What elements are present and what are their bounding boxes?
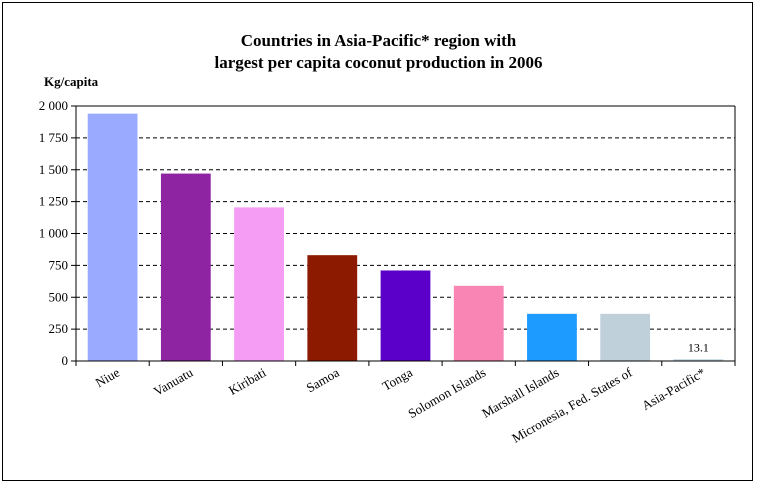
chart-title-line-2: largest per capita coconut production in… — [214, 53, 543, 72]
y-axis-label: Kg/capita — [44, 74, 99, 89]
data-label: 13.1 — [688, 340, 709, 354]
y-tick-label: 250 — [49, 321, 69, 336]
y-tick-label: 500 — [49, 289, 69, 304]
y-tick-label: 750 — [49, 257, 69, 272]
x-category-label: Vanuatu — [151, 364, 196, 399]
x-category-label: Solomon Islands — [405, 365, 488, 422]
x-category-label: Asia-Pacific* — [639, 365, 708, 413]
bar-solomon-islands — [453, 285, 504, 361]
y-tick-label: 1 500 — [39, 162, 68, 177]
bar-kiribati — [234, 207, 284, 361]
x-category-label: Niue — [93, 364, 123, 390]
chart-title-line-1: Countries in Asia-Pacific* region with — [240, 31, 517, 50]
y-tick-label: 1 000 — [39, 226, 68, 241]
x-category-label: Kiribati — [226, 364, 269, 397]
y-tick-label: 2 000 — [39, 98, 68, 113]
bar-vanuatu — [160, 173, 211, 361]
bar-samoa — [307, 255, 358, 361]
x-category-label: Tonga — [380, 364, 416, 393]
x-category-label: Samoa — [304, 364, 342, 395]
y-tick-label: 1 750 — [39, 130, 68, 145]
bar-marshall-islands — [527, 313, 577, 361]
y-tick-label: 0 — [62, 353, 69, 368]
bar-niue — [87, 113, 138, 362]
bar-micronesia-fed-states-of — [600, 313, 651, 361]
y-tick-label: 1 250 — [39, 194, 68, 209]
bar-tonga — [380, 270, 431, 361]
x-category-label: Micronesia, Fed. States of — [509, 364, 635, 445]
bar-asia-pacific — [673, 359, 724, 361]
